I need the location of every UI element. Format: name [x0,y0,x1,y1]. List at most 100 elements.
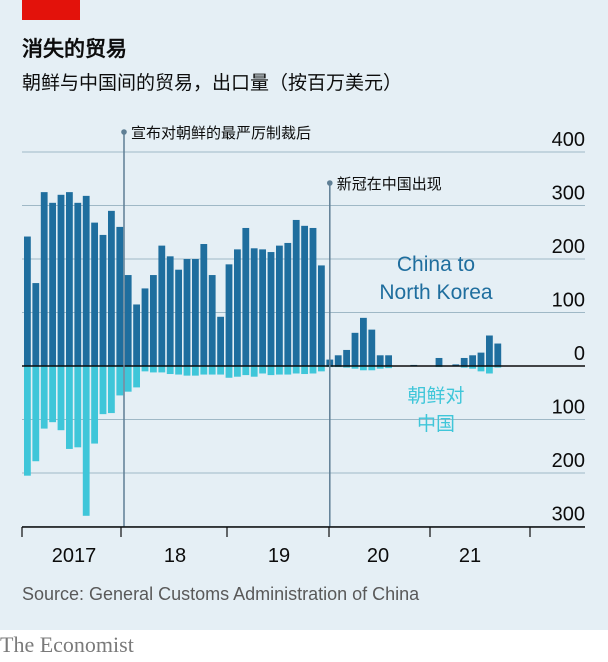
bar-nk-to-china [234,366,241,377]
x-tick-label: 18 [164,545,186,567]
y-tick-label: 100 [552,397,585,419]
bar-nk-to-china [469,366,476,369]
bar-nk-to-china [158,366,166,373]
bar-nk-to-china [292,366,300,374]
bar-china-to-nk [175,269,182,366]
series-label-china-to-nk: North Korea [379,281,493,304]
bar-china-to-nk [368,329,376,366]
chart-subtitle: 朝鲜与中国间的贸易，出口量（按百万美元） [22,72,403,94]
bar-nk-to-china [116,366,124,396]
bar-china-to-nk [309,227,317,366]
bar-nk-to-china [460,366,468,368]
bar-china-to-nk [166,256,174,366]
bar-nk-to-china [40,366,48,429]
bar-china-to-nk [225,264,233,366]
bar-nk-to-china [284,366,292,375]
x-tick-label: 20 [367,545,389,567]
bar-nk-to-china [217,366,224,375]
series-label-china-to-nk: China to [397,253,475,276]
bar-nk-to-china [360,366,367,371]
bar-china-to-nk [242,227,250,366]
bar-china-to-nk [49,202,56,366]
bar-china-to-nk [259,249,266,366]
y-tick-label: 300 [552,504,585,526]
bar-china-to-nk [343,349,350,366]
bar-nk-to-china [208,366,216,375]
y-tick-label: 400 [552,129,585,151]
bar-china-to-nk [276,245,283,366]
bar-nk-to-china [141,366,149,372]
source-note: Source: General Customs Administration o… [22,584,420,604]
bar-china-to-nk [82,195,90,366]
event-marker-dot [121,129,127,135]
bar-nk-to-china [477,366,485,372]
bar-china-to-nk [234,249,241,366]
y-tick-label: 300 [552,183,585,205]
bar-china-to-nk [460,357,468,366]
bar-nk-to-china [91,366,98,444]
bar-nk-to-china [368,366,376,371]
bar-china-to-nk [318,265,325,366]
bar-china-to-nk [24,236,31,366]
bar-nk-to-china [74,366,82,448]
bar-nk-to-china [166,366,174,375]
bar-nk-to-china [276,366,283,375]
bar-nk-to-china [24,366,31,476]
bar-china-to-nk [116,226,124,366]
bar-nk-to-china [124,366,132,392]
bar-nk-to-china [183,366,191,376]
event-marker-dot [327,180,333,186]
chart-title: 消失的贸易 [22,37,127,61]
event-label: 新冠在中国出现 [337,175,442,193]
bar-china-to-nk [208,275,216,366]
bar-china-to-nk [351,332,359,366]
bar-china-to-nk [376,355,384,366]
bar-china-to-nk [435,357,443,366]
bar-nk-to-china [57,366,65,431]
y-tick-label: 200 [552,450,585,472]
bar-china-to-nk [66,192,73,366]
bar-nk-to-china [200,366,208,375]
bar-nk-to-china [385,366,392,369]
brand-logo: The Economist [0,632,134,657]
y-tick-label: 100 [552,290,585,312]
bar-nk-to-china [250,366,258,377]
y-tick-label: 200 [552,236,585,258]
bar-china-to-nk [183,259,191,366]
bar-china-to-nk [292,219,300,366]
bar-china-to-nk [360,317,367,366]
bar-china-to-nk [452,364,460,366]
x-tick-label: 19 [268,545,290,567]
bar-china-to-nk [200,244,208,366]
bar-china-to-nk [334,355,342,366]
bar-nk-to-china [150,366,157,373]
bar-china-to-nk [91,222,98,366]
bar-china-to-nk [284,242,292,366]
bar-china-to-nk [486,335,493,366]
bar-china-to-nk [192,259,199,366]
bar-china-to-nk [301,225,308,366]
bar-china-to-nk [385,355,392,366]
bar-china-to-nk [217,316,224,366]
event-label: 宣布对朝鲜的最严厉制裁后 [131,124,311,142]
bar-nk-to-china [175,366,182,375]
bar-china-to-nk [477,352,485,366]
bar-china-to-nk [108,210,115,366]
bar-china-to-nk [141,288,149,366]
bar-nk-to-china [192,366,199,376]
bar-nk-to-china [267,366,275,376]
bar-china-to-nk [32,283,40,366]
bar-nk-to-china [225,366,233,378]
bar-nk-to-china [99,366,107,415]
bar-nk-to-china [66,366,73,449]
bar-nk-to-china [242,366,250,376]
bar-china-to-nk [494,343,502,366]
bar-nk-to-china [351,366,359,369]
bar-nk-to-china [309,366,317,374]
bar-nk-to-china [108,366,115,414]
bar-nk-to-china [494,366,502,368]
bar-nk-to-china [82,366,90,516]
brand-red-bar [22,0,80,20]
bar-nk-to-china [32,366,40,462]
y-tick-label: 0 [574,343,585,365]
